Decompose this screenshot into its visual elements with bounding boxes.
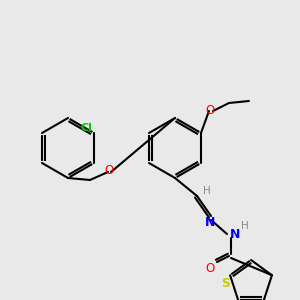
Text: N: N	[205, 217, 215, 230]
Text: S: S	[222, 277, 231, 290]
Text: O: O	[104, 164, 114, 178]
Text: Cl: Cl	[80, 123, 92, 133]
Text: O: O	[206, 103, 214, 116]
Text: N: N	[230, 227, 240, 241]
Text: O: O	[206, 262, 214, 275]
Text: H: H	[241, 221, 249, 231]
Text: H: H	[203, 186, 211, 196]
